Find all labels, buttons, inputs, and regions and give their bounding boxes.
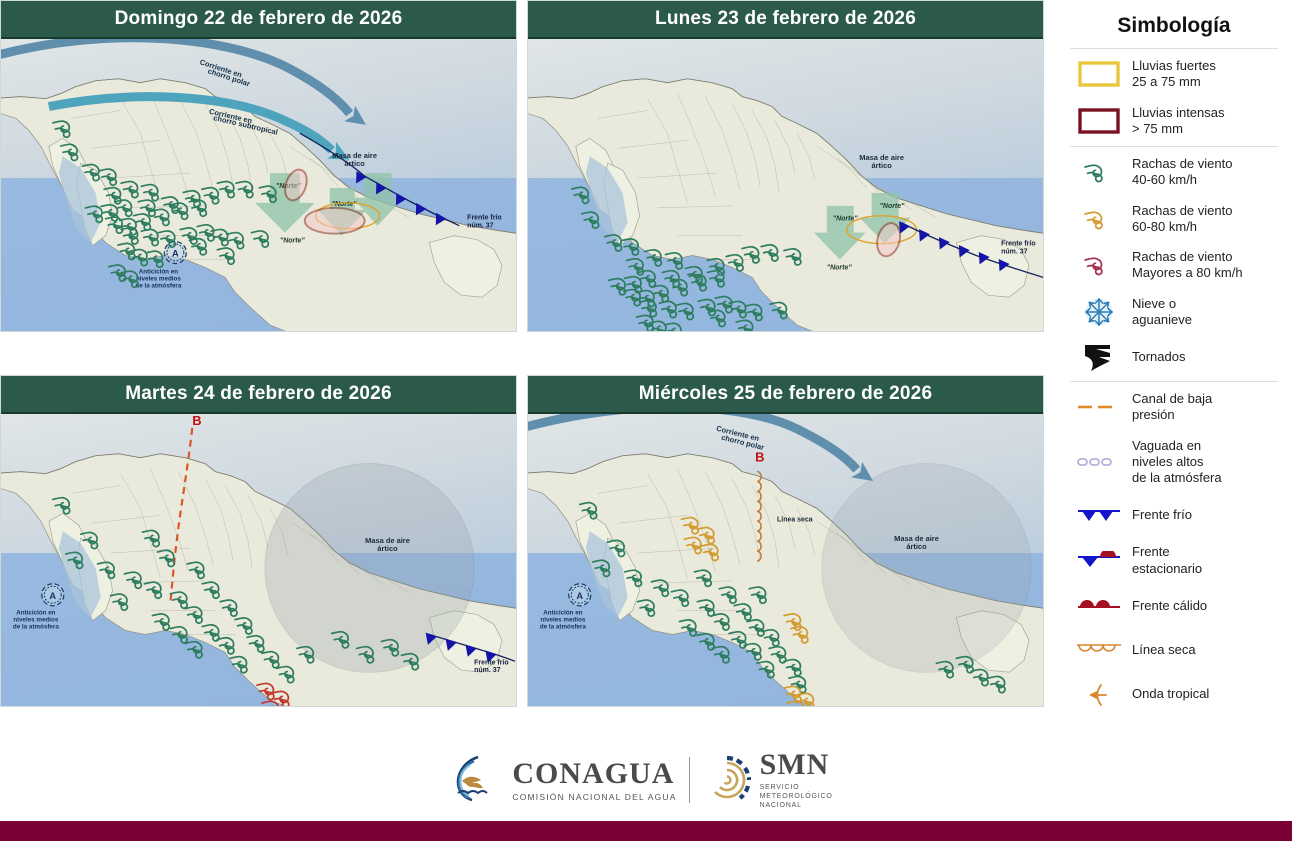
svg-text:Frente frío: Frente frío — [1001, 241, 1035, 248]
svg-text:"Norte": "Norte" — [280, 238, 305, 245]
svg-text:Línea seca: Línea seca — [777, 516, 813, 523]
svg-text:niveles medios: niveles medios — [540, 617, 585, 624]
svg-text:"Norte": "Norte" — [880, 203, 905, 210]
svg-text:de la atmósfera: de la atmósfera — [13, 624, 59, 631]
svg-text:de la atmósfera: de la atmósfera — [540, 624, 586, 631]
svg-text:núm. 37: núm. 37 — [467, 223, 493, 230]
svg-text:ártico: ártico — [871, 161, 892, 170]
svg-text:B: B — [755, 450, 764, 465]
svg-text:núm. 37: núm. 37 — [474, 667, 500, 674]
svg-text:niveles medios: niveles medios — [136, 275, 181, 282]
svg-text:de la atmósfera: de la atmósfera — [135, 282, 181, 289]
svg-text:niveles medios: niveles medios — [13, 617, 58, 624]
svg-text:Frente frío: Frente frío — [467, 215, 501, 222]
svg-text:Frente frío: Frente frío — [474, 659, 508, 666]
svg-text:ártico: ártico — [377, 544, 398, 553]
svg-text:núm. 37: núm. 37 — [1001, 249, 1027, 256]
svg-text:Anticiclón en: Anticiclón en — [543, 610, 582, 617]
svg-text:Anticiclón en: Anticiclón en — [16, 610, 55, 617]
svg-text:"Norte": "Norte" — [833, 216, 858, 223]
svg-text:"Norte": "Norte" — [827, 264, 852, 271]
svg-text:Anticiclón en: Anticiclón en — [139, 268, 178, 275]
svg-text:ártico: ártico — [906, 542, 927, 551]
svg-text:B: B — [192, 414, 201, 428]
